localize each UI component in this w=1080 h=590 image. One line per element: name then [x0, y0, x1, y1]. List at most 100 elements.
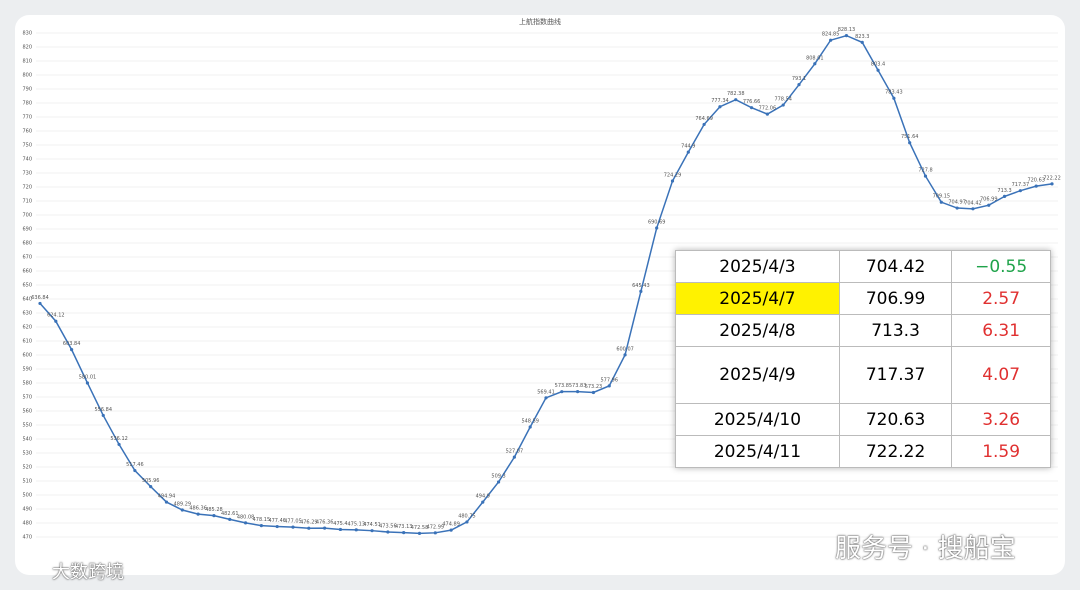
point	[449, 528, 453, 532]
data-label: 573.8	[555, 383, 569, 389]
data-label: 474.89	[442, 522, 460, 528]
data-label: 477.46	[268, 518, 286, 524]
y-tick-label: 710	[22, 199, 32, 205]
data-label: 603.84	[63, 341, 81, 347]
point	[1002, 194, 1007, 198]
table-cell: 704.42	[838, 250, 953, 283]
data-label: 478.15	[253, 517, 271, 523]
point	[749, 106, 754, 110]
point	[370, 529, 374, 533]
y-tick-label: 590	[22, 367, 32, 373]
point	[180, 508, 184, 512]
data-label: 783.43	[885, 90, 903, 96]
table-cell: −0.55	[951, 250, 1051, 283]
point	[781, 103, 785, 107]
y-tick-label: 730	[22, 171, 32, 177]
data-label: 536.12	[110, 436, 128, 442]
y-tick-label: 510	[22, 479, 32, 485]
y-tick-label: 750	[22, 143, 32, 149]
point	[607, 384, 611, 388]
data-label: 474.51	[363, 522, 381, 528]
y-tick-label: 530	[22, 451, 32, 457]
data-label: 751.64	[901, 134, 919, 140]
data-label: 824.85	[822, 32, 840, 38]
data-label: 472.58	[411, 525, 429, 531]
y-tick-label: 820	[22, 45, 32, 51]
y-tick-label: 810	[22, 59, 32, 65]
data-label: 527.07	[506, 449, 524, 455]
data-label: 704.42	[964, 200, 982, 206]
y-tick-label: 490	[22, 507, 32, 513]
data-label: 494.9	[476, 494, 490, 500]
point	[228, 517, 232, 521]
y-tick-label: 540	[22, 437, 32, 443]
y-tick-label: 640	[22, 297, 32, 303]
point	[417, 531, 422, 535]
point	[971, 207, 975, 211]
y-tick-label: 580	[22, 381, 32, 387]
point	[955, 206, 959, 210]
y-tick-label: 500	[22, 493, 32, 499]
point	[212, 514, 216, 518]
point	[655, 226, 659, 230]
data-label: 580.01	[79, 374, 97, 380]
point	[54, 319, 58, 323]
data-label: 600.07	[616, 346, 634, 352]
point	[243, 521, 248, 525]
y-tick-label: 570	[22, 395, 32, 401]
data-label: 727.8	[918, 168, 932, 174]
y-tick-label: 560	[22, 409, 32, 415]
data-label: 777.34	[711, 98, 729, 104]
data-label: 782.38	[727, 91, 745, 97]
table-cell: 722.22	[838, 435, 953, 468]
point	[908, 141, 912, 145]
data-label: 706.99	[980, 197, 998, 203]
y-tick-label: 480	[22, 521, 32, 527]
point	[560, 390, 564, 394]
data-label: 472.99	[427, 524, 445, 530]
y-tick-label: 550	[22, 423, 32, 429]
point	[1050, 182, 1054, 186]
data-label: 778.54	[774, 97, 792, 103]
data-label: 803.4	[871, 62, 885, 68]
data-label: 772.06	[759, 106, 777, 112]
point	[765, 112, 769, 116]
point	[85, 381, 90, 385]
data-label: 823.3	[855, 34, 869, 40]
data-label: 577.96	[601, 377, 619, 383]
table-cell: 2025/4/7	[675, 282, 840, 315]
point	[797, 83, 801, 87]
y-tick-label: 700	[22, 213, 32, 219]
y-tick-label: 720	[22, 185, 32, 191]
table-cell: 2025/4/9	[675, 346, 840, 404]
y-tick-label: 650	[22, 283, 32, 289]
data-label: 473.56	[379, 524, 397, 530]
data-label: 494.94	[158, 494, 176, 500]
data-label: 482.61	[221, 511, 239, 517]
y-tick-label: 620	[22, 325, 32, 331]
y-tick-label: 600	[22, 353, 32, 359]
point	[670, 179, 675, 183]
point	[101, 413, 105, 418]
data-label: 744.9	[681, 144, 695, 150]
point	[528, 425, 532, 429]
table-cell: 2025/4/10	[675, 403, 840, 436]
point	[196, 512, 200, 516]
data-label: 713.3	[997, 188, 1011, 194]
point	[876, 68, 880, 72]
point	[591, 390, 596, 395]
data-label: 709.15	[933, 194, 951, 200]
point	[70, 348, 74, 352]
point	[402, 531, 406, 535]
table-row: 2025/4/3 704.42 −0.55	[675, 250, 1051, 283]
data-label: 720.63	[1027, 178, 1045, 184]
y-tick-label: 830	[22, 31, 32, 37]
data-label: 477.05	[284, 519, 302, 525]
point	[544, 396, 548, 400]
data-label: 569.41	[537, 389, 555, 395]
point	[465, 520, 469, 524]
data-label: 476.36	[316, 520, 334, 526]
point	[338, 527, 343, 532]
table-cell: 720.63	[838, 403, 953, 436]
